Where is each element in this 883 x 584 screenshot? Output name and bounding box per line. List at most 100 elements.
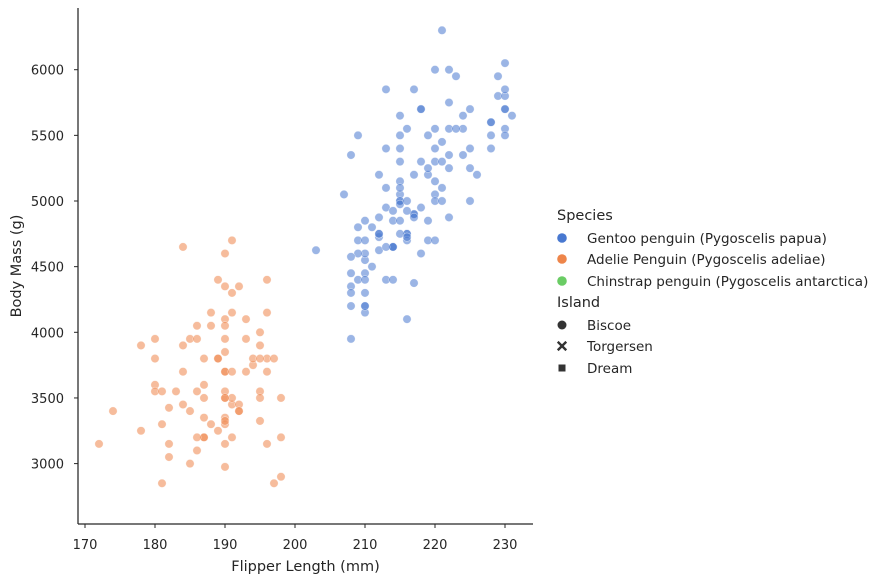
data-point	[353, 130, 363, 140]
data-point	[199, 380, 209, 390]
data-point	[381, 84, 391, 94]
data-point	[423, 130, 433, 140]
data-point	[465, 196, 475, 206]
data-point	[241, 334, 251, 344]
data-point	[206, 321, 216, 331]
y-tick-label: 5000	[31, 195, 64, 210]
data-point	[157, 478, 167, 488]
legend: Species Gentoo penguin (Pygoscelis papua…	[556, 208, 868, 377]
data-point	[192, 386, 202, 396]
data-point	[346, 252, 356, 262]
data-point	[185, 459, 195, 469]
data-point	[227, 367, 237, 377]
data-point	[451, 71, 461, 81]
data-point	[276, 432, 286, 442]
data-point	[395, 216, 405, 226]
data-point	[381, 242, 391, 252]
data-point	[430, 143, 440, 153]
data-point	[150, 354, 160, 364]
data-point	[346, 334, 356, 344]
data-point	[465, 163, 475, 173]
data-point	[192, 334, 202, 344]
data-point	[444, 212, 454, 222]
data-point	[94, 439, 104, 449]
data-point	[255, 393, 265, 403]
legend-biscoe-marker	[557, 320, 567, 330]
data-point	[227, 308, 237, 318]
data-point	[395, 157, 405, 167]
data-point	[451, 124, 461, 134]
data-point	[178, 340, 188, 350]
data-point	[374, 212, 384, 222]
data-point	[437, 25, 447, 35]
data-point	[486, 130, 496, 140]
data-point	[220, 347, 230, 357]
legend-island-title: Island	[557, 295, 600, 311]
data-point	[409, 212, 419, 222]
data-point	[402, 124, 412, 134]
legend-torgersen-marker	[556, 340, 568, 352]
y-tick-label: 4000	[31, 326, 64, 341]
data-point	[381, 143, 391, 153]
legend-dream-label: Dream	[587, 361, 632, 377]
data-point	[178, 242, 188, 252]
data-point	[374, 229, 384, 239]
data-point	[416, 249, 426, 259]
data-point	[227, 235, 237, 245]
x-axis-title: Flipper Length (mm)	[231, 559, 379, 575]
data-point	[465, 104, 475, 114]
data-point	[255, 327, 265, 337]
y-axis-title: Body Mass (g)	[9, 215, 25, 318]
data-point	[206, 419, 216, 429]
data-point	[360, 301, 370, 311]
data-point	[458, 111, 468, 121]
data-point	[346, 288, 356, 298]
data-point	[241, 314, 251, 324]
data-point	[213, 275, 223, 285]
data-point	[402, 206, 412, 216]
data-point	[192, 445, 202, 455]
data-point	[227, 288, 237, 298]
data-point	[374, 170, 384, 180]
legend-species-title: Species	[557, 208, 613, 224]
data-point	[157, 419, 167, 429]
data-point	[178, 400, 188, 410]
y-tick-label: 4500	[31, 261, 64, 276]
y-tick-label: 3000	[31, 458, 64, 473]
legend-gentoo-swatch	[557, 233, 567, 243]
x-tick-label: 220	[423, 538, 448, 553]
legend-biscoe-label: Biscoe	[587, 318, 631, 334]
data-point	[220, 439, 230, 449]
data-point	[262, 367, 272, 377]
data-point	[360, 235, 370, 245]
data-point	[437, 183, 447, 193]
legend-dream-marker	[558, 364, 566, 372]
axes	[77, 8, 533, 525]
data-point	[269, 478, 279, 488]
data-point	[178, 367, 188, 377]
data-point	[220, 462, 230, 472]
data-point	[346, 150, 356, 160]
data-point	[346, 301, 356, 311]
data-point	[402, 196, 412, 206]
data-point	[220, 249, 230, 259]
data-point	[395, 183, 405, 193]
points-layer	[94, 25, 517, 488]
data-point	[136, 426, 146, 436]
data-point	[150, 334, 160, 344]
data-point	[486, 117, 496, 127]
data-point	[255, 416, 265, 426]
data-point	[199, 393, 209, 403]
data-point	[430, 235, 440, 245]
data-point	[136, 340, 146, 350]
data-point	[367, 222, 377, 232]
data-point	[220, 321, 230, 331]
x-tick-label: 230	[493, 538, 518, 553]
data-point	[255, 354, 265, 364]
x-tick-label: 180	[143, 538, 168, 553]
data-point	[234, 406, 244, 416]
data-point	[276, 393, 286, 403]
data-point	[220, 393, 230, 403]
y-tick-label: 5500	[31, 129, 64, 144]
data-point	[220, 281, 230, 291]
